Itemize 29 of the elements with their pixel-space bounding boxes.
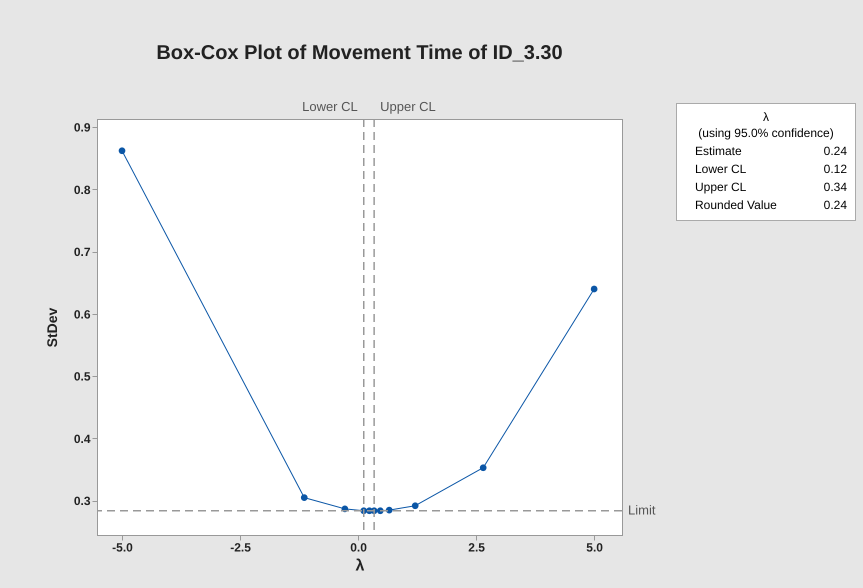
x-tick-label: 0.0 [350, 540, 368, 554]
text: Estimate 0.24 [695, 144, 847, 158]
y-tick-label: 0.5 [74, 370, 91, 384]
text: Upper CL 0.34 [695, 180, 847, 194]
ref-line-label: Lower CL [302, 99, 358, 114]
text: λ [762, 110, 770, 124]
text: Lower CL 0.12 [695, 162, 847, 176]
text: (using 95.0% confidence) [697, 126, 835, 140]
x-tick-label: -2.5 [230, 540, 252, 554]
point [300, 494, 308, 501]
x-tick-label: -5.0 [112, 540, 134, 554]
text: Rounded Value 0.24 [695, 198, 847, 212]
y-tick-label: 0.4 [74, 432, 91, 446]
y-tick-label: 0.3 [74, 494, 91, 508]
y-axis-title: StDev [44, 307, 60, 348]
ref-line-label: Limit [628, 502, 656, 518]
x-tick-label: 5.0 [586, 540, 604, 554]
point [590, 286, 598, 292]
chart-title: Box-Cox Plot of Movement Time of ID_3.30 [156, 42, 563, 64]
point [412, 502, 419, 510]
x-axis-title: λ [356, 558, 365, 574]
point [118, 147, 126, 154]
y-tick-label: 0.8 [74, 182, 91, 197]
ref-line-label: Upper CL [380, 99, 436, 114]
x-tick-label: 2.5 [468, 540, 486, 554]
y-tick-label: 0.6 [74, 307, 91, 322]
y-tick-label: 0.7 [74, 245, 91, 260]
y-tick-label: 0.9 [74, 120, 91, 135]
point [480, 464, 487, 472]
